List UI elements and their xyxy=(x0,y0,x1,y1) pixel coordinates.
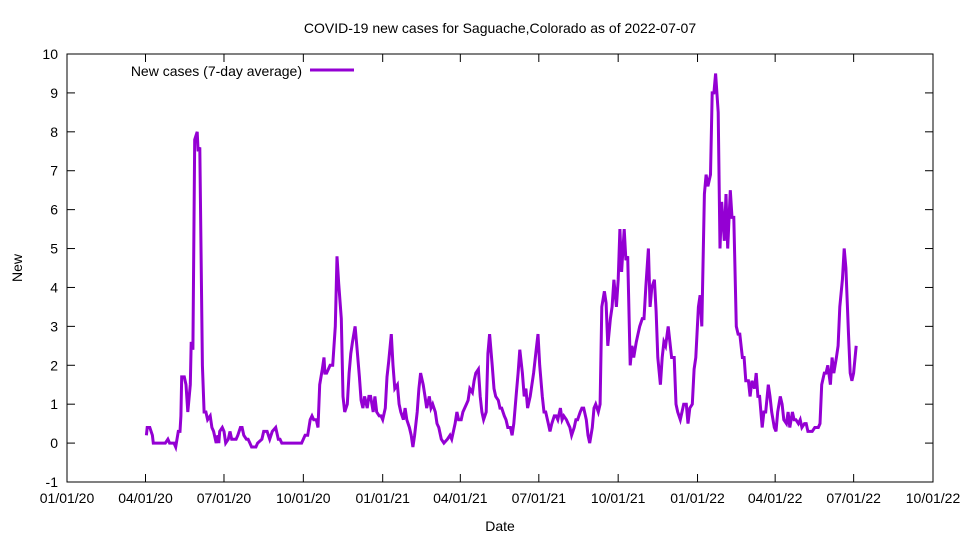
x-tick-label: 04/01/20 xyxy=(118,490,173,506)
x-axis-label: Date xyxy=(485,518,515,534)
x-tick-label: 04/01/21 xyxy=(433,490,488,506)
y-tick-label: 9 xyxy=(50,85,58,101)
y-tick-label: 8 xyxy=(50,124,58,140)
y-tick-label: 6 xyxy=(50,202,58,218)
y-tick-label: 7 xyxy=(50,163,58,179)
y-tick-label: 2 xyxy=(50,357,58,373)
x-tick-label: 10/01/22 xyxy=(906,490,960,506)
x-tick-label: 01/01/22 xyxy=(670,490,725,506)
y-tick-label: 4 xyxy=(50,279,58,295)
x-axis-ticks: 01/01/20 04/01/20 07/01/20 10/01/20 01/01/21… xyxy=(40,54,960,506)
y-tick-label: 5 xyxy=(50,241,58,257)
x-tick-label: 10/01/20 xyxy=(276,490,331,506)
x-tick-label: 07/01/20 xyxy=(197,490,252,506)
series-line-new-cases xyxy=(144,73,858,453)
x-tick-label: 01/01/20 xyxy=(40,490,95,506)
x-tick-label: 07/01/21 xyxy=(512,490,567,506)
legend: New cases (7-day average) xyxy=(131,63,354,79)
x-tick-label: 01/01/21 xyxy=(355,490,410,506)
y-tick-label: 0 xyxy=(50,435,58,451)
y-axis-ticks: -1 0 1 2 3 4 5 6 7 8 9 10 xyxy=(42,46,933,490)
chart-title: COVID-19 new cases for Saguache,Colorado… xyxy=(304,20,696,36)
x-tick-label: 07/01/22 xyxy=(826,490,881,506)
y-axis-label: New xyxy=(9,253,25,282)
y-tick-label: 1 xyxy=(50,396,58,412)
axes xyxy=(66,53,934,483)
legend-label: New cases (7-day average) xyxy=(131,63,302,79)
y-tick-label: 10 xyxy=(42,46,58,62)
y-tick-label: 3 xyxy=(50,318,58,334)
plot-frame xyxy=(66,53,934,483)
y-tick-label: -1 xyxy=(46,474,59,490)
x-tick-label: 04/01/22 xyxy=(748,490,803,506)
x-tick-label: 10/01/21 xyxy=(591,490,646,506)
